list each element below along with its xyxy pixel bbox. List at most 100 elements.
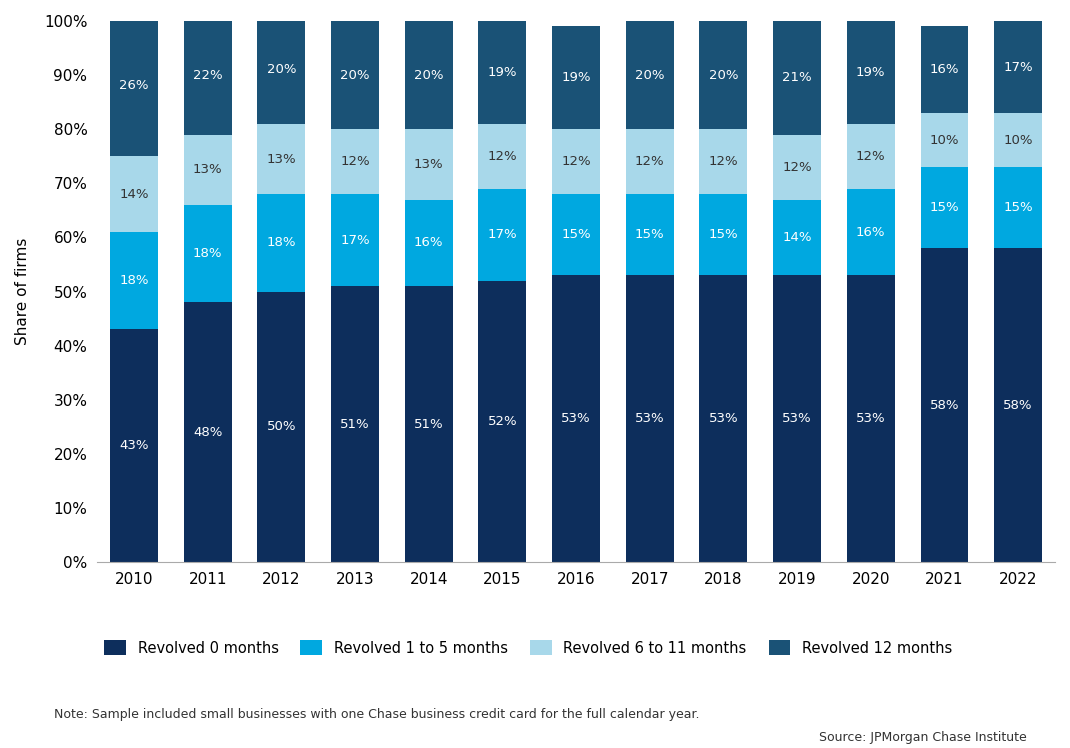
- Bar: [920, 26, 968, 113]
- Text: 51%: 51%: [414, 417, 443, 431]
- Text: 10%: 10%: [1004, 134, 1033, 147]
- Text: 17%: 17%: [488, 228, 517, 242]
- Bar: [110, 232, 158, 329]
- Text: 21%: 21%: [782, 71, 812, 85]
- Text: 50%: 50%: [266, 420, 296, 433]
- Text: 15%: 15%: [635, 228, 664, 242]
- Text: 16%: 16%: [930, 64, 959, 76]
- Text: 15%: 15%: [930, 201, 960, 214]
- Bar: [994, 167, 1042, 248]
- Bar: [258, 194, 305, 292]
- Text: 13%: 13%: [193, 163, 223, 177]
- Text: 53%: 53%: [856, 412, 886, 426]
- Text: 19%: 19%: [562, 71, 591, 85]
- Bar: [478, 280, 526, 562]
- Bar: [552, 129, 600, 194]
- Bar: [258, 124, 305, 194]
- Bar: [994, 113, 1042, 167]
- Bar: [552, 275, 600, 562]
- Text: 14%: 14%: [119, 188, 149, 200]
- Bar: [552, 194, 600, 275]
- Bar: [184, 16, 231, 135]
- Bar: [626, 21, 674, 129]
- Bar: [110, 329, 158, 562]
- Text: Note: Sample included small businesses with one Chase business credit card for t: Note: Sample included small businesses w…: [54, 708, 699, 721]
- Text: 18%: 18%: [119, 275, 149, 287]
- Text: 43%: 43%: [119, 439, 149, 453]
- Bar: [552, 26, 600, 129]
- Bar: [404, 286, 453, 562]
- Bar: [258, 292, 305, 562]
- Text: 20%: 20%: [635, 69, 664, 82]
- Text: 26%: 26%: [119, 79, 149, 93]
- Bar: [404, 129, 453, 200]
- Text: 18%: 18%: [193, 248, 223, 260]
- Text: 53%: 53%: [635, 412, 664, 426]
- Text: 13%: 13%: [266, 153, 296, 165]
- Text: 17%: 17%: [340, 233, 370, 247]
- Bar: [774, 21, 821, 135]
- Text: 19%: 19%: [488, 66, 517, 79]
- Bar: [110, 156, 158, 232]
- Bar: [404, 21, 453, 129]
- Bar: [920, 113, 968, 167]
- Text: 12%: 12%: [708, 156, 738, 168]
- Text: 14%: 14%: [782, 231, 812, 244]
- Bar: [846, 21, 895, 124]
- Text: 15%: 15%: [562, 228, 591, 242]
- Bar: [920, 248, 968, 562]
- Bar: [258, 16, 305, 124]
- Text: 18%: 18%: [266, 236, 296, 249]
- Bar: [626, 129, 674, 194]
- Bar: [626, 275, 674, 562]
- Text: 15%: 15%: [1004, 201, 1033, 214]
- Text: 20%: 20%: [708, 69, 738, 82]
- Text: Source: JPMorgan Chase Institute: Source: JPMorgan Chase Institute: [820, 731, 1027, 744]
- Text: 12%: 12%: [340, 156, 370, 168]
- Text: 51%: 51%: [340, 417, 370, 431]
- Bar: [184, 135, 231, 205]
- Text: 20%: 20%: [414, 69, 443, 82]
- Text: 58%: 58%: [930, 399, 959, 411]
- Bar: [994, 21, 1042, 113]
- Bar: [404, 200, 453, 286]
- Bar: [331, 194, 379, 286]
- Text: 13%: 13%: [414, 158, 443, 171]
- Text: 12%: 12%: [635, 156, 664, 168]
- Bar: [774, 200, 821, 275]
- Bar: [331, 21, 379, 129]
- Bar: [700, 275, 747, 562]
- Legend: Revolved 0 months, Revolved 1 to 5 months, Revolved 6 to 11 months, Revolved 12 : Revolved 0 months, Revolved 1 to 5 month…: [98, 634, 958, 661]
- Bar: [774, 135, 821, 200]
- Bar: [920, 167, 968, 248]
- Bar: [846, 188, 895, 275]
- Bar: [846, 275, 895, 562]
- Bar: [110, 16, 158, 156]
- Text: 53%: 53%: [708, 412, 738, 426]
- Text: 12%: 12%: [856, 150, 886, 163]
- Text: 52%: 52%: [488, 415, 517, 428]
- Bar: [846, 124, 895, 188]
- Text: 12%: 12%: [782, 161, 812, 174]
- Text: 53%: 53%: [782, 412, 812, 426]
- Text: 20%: 20%: [340, 69, 370, 82]
- Bar: [700, 194, 747, 275]
- Text: 15%: 15%: [708, 228, 738, 242]
- Text: 53%: 53%: [562, 412, 591, 426]
- Text: 12%: 12%: [488, 150, 517, 163]
- Bar: [184, 205, 231, 302]
- Text: 19%: 19%: [856, 66, 886, 79]
- Bar: [994, 248, 1042, 562]
- Text: 20%: 20%: [266, 64, 296, 76]
- Bar: [700, 129, 747, 194]
- Bar: [478, 188, 526, 280]
- Y-axis label: Share of firms: Share of firms: [15, 238, 30, 346]
- Text: 10%: 10%: [930, 134, 959, 147]
- Text: 17%: 17%: [1004, 61, 1033, 73]
- Bar: [700, 21, 747, 129]
- Bar: [774, 275, 821, 562]
- Bar: [478, 21, 526, 124]
- Text: 16%: 16%: [856, 226, 886, 239]
- Text: 16%: 16%: [414, 236, 443, 249]
- Text: 22%: 22%: [193, 69, 223, 82]
